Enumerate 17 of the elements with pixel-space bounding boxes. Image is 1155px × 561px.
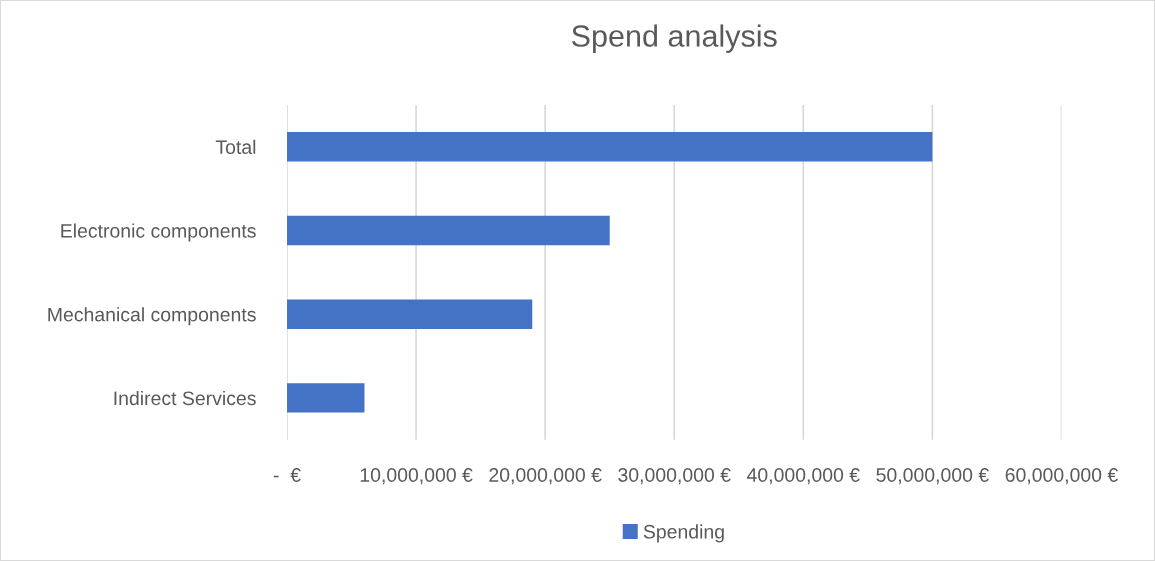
x-tick-label: 40,000,000 € (746, 468, 860, 485)
x-tick-label: 60,000,000 € (1005, 468, 1118, 485)
y-tick-label: Indirect Services (114, 390, 256, 406)
bar (287, 383, 365, 413)
x-tick-label: 30,000,000 € (618, 468, 731, 485)
bar (287, 132, 933, 162)
bar (287, 299, 533, 329)
bar (287, 215, 610, 246)
y-tick-label: Mechanical components (48, 307, 256, 326)
x-tick-label: 50,000,000 € (876, 468, 989, 485)
chart-title: Spend analysis (572, 24, 777, 53)
y-tick-label: Total (215, 139, 256, 155)
legend-label: Spending (643, 524, 724, 543)
x-tick-label: - € (273, 468, 301, 482)
y-tick-label: Electronic components (61, 223, 256, 242)
x-tick-label: 10,000,000 € (360, 468, 473, 485)
x-tick-label: 20,000,000 € (489, 468, 602, 485)
